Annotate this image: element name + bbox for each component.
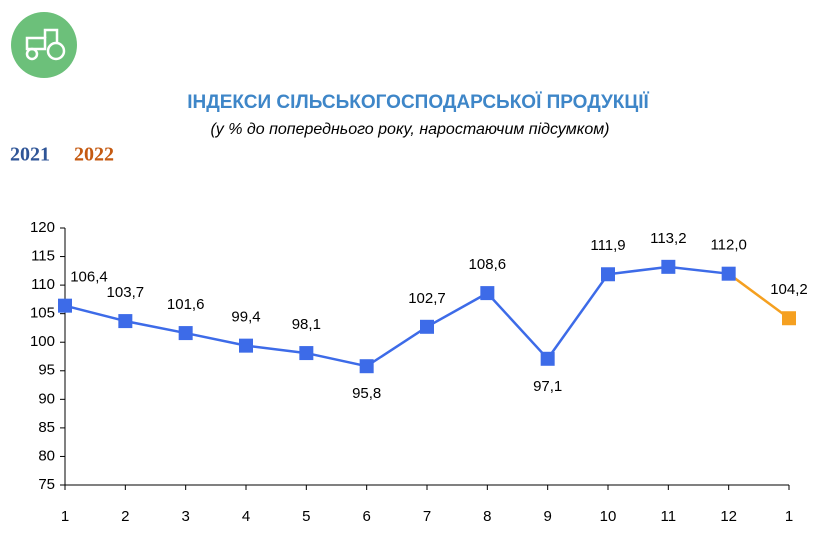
marker	[601, 267, 615, 282]
data-label: 108,6	[469, 256, 507, 273]
data-label: 111,9	[590, 237, 625, 254]
line	[64, 265, 729, 368]
data-label: 104,2	[770, 281, 808, 298]
marker	[661, 259, 676, 274]
y-tick-label: 75	[38, 476, 55, 493]
x-tick-label: 4	[242, 508, 250, 525]
marker	[540, 351, 555, 366]
chart-subtitle: (у % до попереднього року, наростаючим п…	[210, 121, 609, 138]
marker	[359, 359, 374, 374]
data-label: 95,8	[352, 385, 381, 402]
marker	[420, 319, 434, 334]
data-label: 103,7	[107, 284, 145, 301]
marker	[58, 298, 72, 313]
y-tick-label: 100	[30, 333, 55, 350]
x-tick-label: 12	[720, 508, 737, 525]
marker	[239, 338, 253, 353]
x-tick-label: 9	[543, 508, 551, 525]
y-tick-label: 120	[30, 219, 55, 236]
y-tick-label: 110	[31, 276, 55, 293]
x-tick-label: 3	[181, 508, 189, 525]
marker	[299, 346, 314, 361]
tractor-icon	[11, 12, 77, 78]
legend-entry: 2022	[74, 144, 114, 166]
y-tick-label: 95	[38, 362, 55, 379]
x-tick-label: 1	[61, 508, 69, 525]
data-label: 113,2	[650, 230, 686, 247]
data-label: 98,1	[292, 316, 321, 333]
x-tick-label: 8	[483, 508, 491, 525]
x-tick-label: 1	[785, 508, 793, 525]
marker	[782, 311, 796, 326]
x-tick-label: 10	[600, 508, 617, 525]
y-tick-label: 105	[30, 305, 55, 322]
marker	[178, 326, 193, 341]
x-tick-label: 7	[423, 508, 431, 525]
x-tick-label: 5	[302, 508, 310, 525]
data-label: 112,0	[710, 237, 746, 254]
marker	[480, 286, 495, 301]
marker	[721, 266, 736, 281]
y-tick-label: 115	[31, 248, 55, 265]
data-label: 99,4	[231, 309, 260, 326]
x-tick-label: 2	[121, 508, 129, 525]
data-label: 102,7	[408, 290, 446, 307]
y-tick-label: 80	[38, 447, 55, 464]
legend-entry: 2021	[10, 144, 50, 166]
chart-title: ІНДЕКСИ СІЛЬСЬКОГОСПОДАРСЬКОЇ ПРОДУКЦІЇ	[187, 92, 649, 113]
y-tick-label: 85	[38, 419, 55, 436]
marker	[118, 314, 133, 329]
x-tick-label: 11	[661, 508, 677, 525]
data-label: 101,6	[167, 296, 205, 313]
data-label: 106,4	[70, 269, 108, 286]
x-tick-label: 6	[362, 508, 370, 525]
data-label: 97,1	[533, 378, 562, 395]
series-connector	[727, 272, 790, 320]
y-tick-label: 90	[38, 390, 55, 407]
